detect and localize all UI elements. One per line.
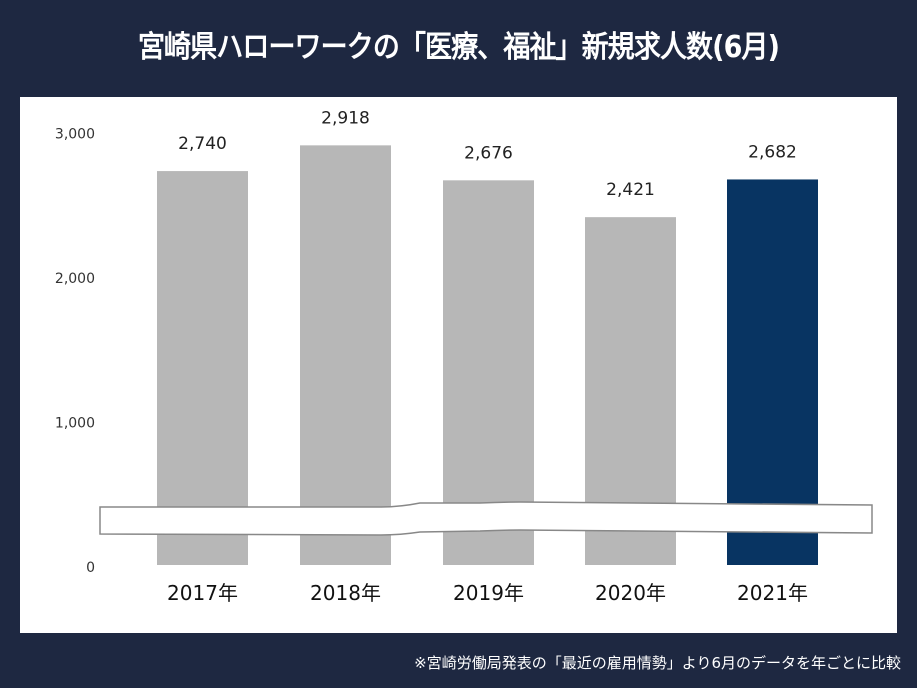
data-label: 2,676 xyxy=(464,143,513,163)
bar-2019年 xyxy=(443,180,534,565)
y-tick-label: 1,000 xyxy=(55,416,95,432)
data-label: 2,740 xyxy=(178,134,227,154)
bar-2017年 xyxy=(157,171,248,565)
axis-break-band xyxy=(99,501,873,536)
footnote: ※宮崎労働局発表の「最近の雇用情勢」より6月のデータを年ごとに比較 xyxy=(414,654,901,672)
data-label: 2,421 xyxy=(606,180,655,200)
y-tick-label: 0 xyxy=(86,560,95,576)
chart-title: 宮崎県ハローワークの「医療、福祉」新規求人数(6月) xyxy=(137,30,780,65)
y-tick-label: 3,000 xyxy=(55,127,95,143)
bar-2021年 xyxy=(727,179,818,566)
data-label: 2,682 xyxy=(748,142,797,162)
x-tick-label: 2021年 xyxy=(737,581,808,605)
x-tick-label: 2020年 xyxy=(595,581,666,605)
x-tick-label: 2017年 xyxy=(167,581,238,605)
x-tick-label: 2019年 xyxy=(453,581,524,605)
bar-2018年 xyxy=(300,145,391,565)
data-label: 2,918 xyxy=(321,108,370,128)
y-tick-label: 2,000 xyxy=(55,271,95,287)
x-tick-label: 2018年 xyxy=(310,581,381,605)
